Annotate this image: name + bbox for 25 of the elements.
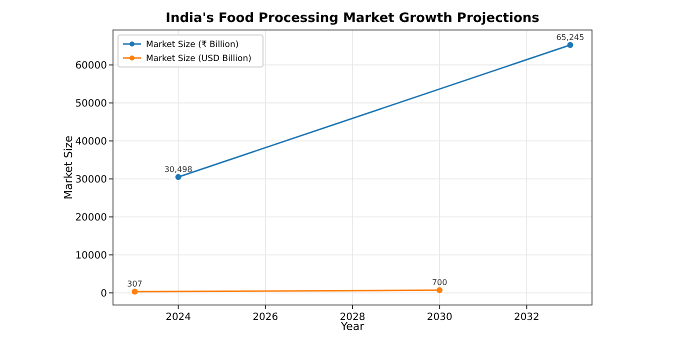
- y-tick-label: 40000: [75, 136, 107, 148]
- y-tick-label: 30000: [75, 174, 107, 186]
- data-label: 65,245: [556, 33, 584, 42]
- x-tick-label: 2032: [514, 312, 540, 323]
- x-axis-title: Year: [340, 320, 365, 333]
- point: [132, 288, 138, 295]
- y-axis-title: Market Size: [62, 135, 75, 200]
- legend-label: Market Size (₹ Billion): [146, 40, 239, 50]
- x-tick-label: 2028: [340, 312, 366, 323]
- data-label: 700: [432, 278, 448, 288]
- point: [567, 42, 574, 48]
- chart-title: India's Food Processing Market Growth Projections: [166, 11, 540, 26]
- y-tick-label: 50000: [75, 98, 107, 110]
- y-tick-label: 20000: [75, 212, 107, 224]
- y-tick-label: 0: [100, 288, 107, 300]
- y-tick-label: 10000: [75, 250, 107, 262]
- x-tick-label: 2030: [426, 312, 452, 323]
- x-tick-label: 2024: [166, 312, 192, 323]
- legend-label: Market Size (USD Billion): [146, 54, 252, 64]
- data-label: 307: [127, 280, 142, 289]
- x-tick-label: 2026: [252, 312, 278, 323]
- point: [436, 287, 443, 294]
- point: [175, 174, 182, 180]
- y-tick-label: 60000: [75, 60, 107, 72]
- data-label: 30,498: [164, 165, 192, 174]
